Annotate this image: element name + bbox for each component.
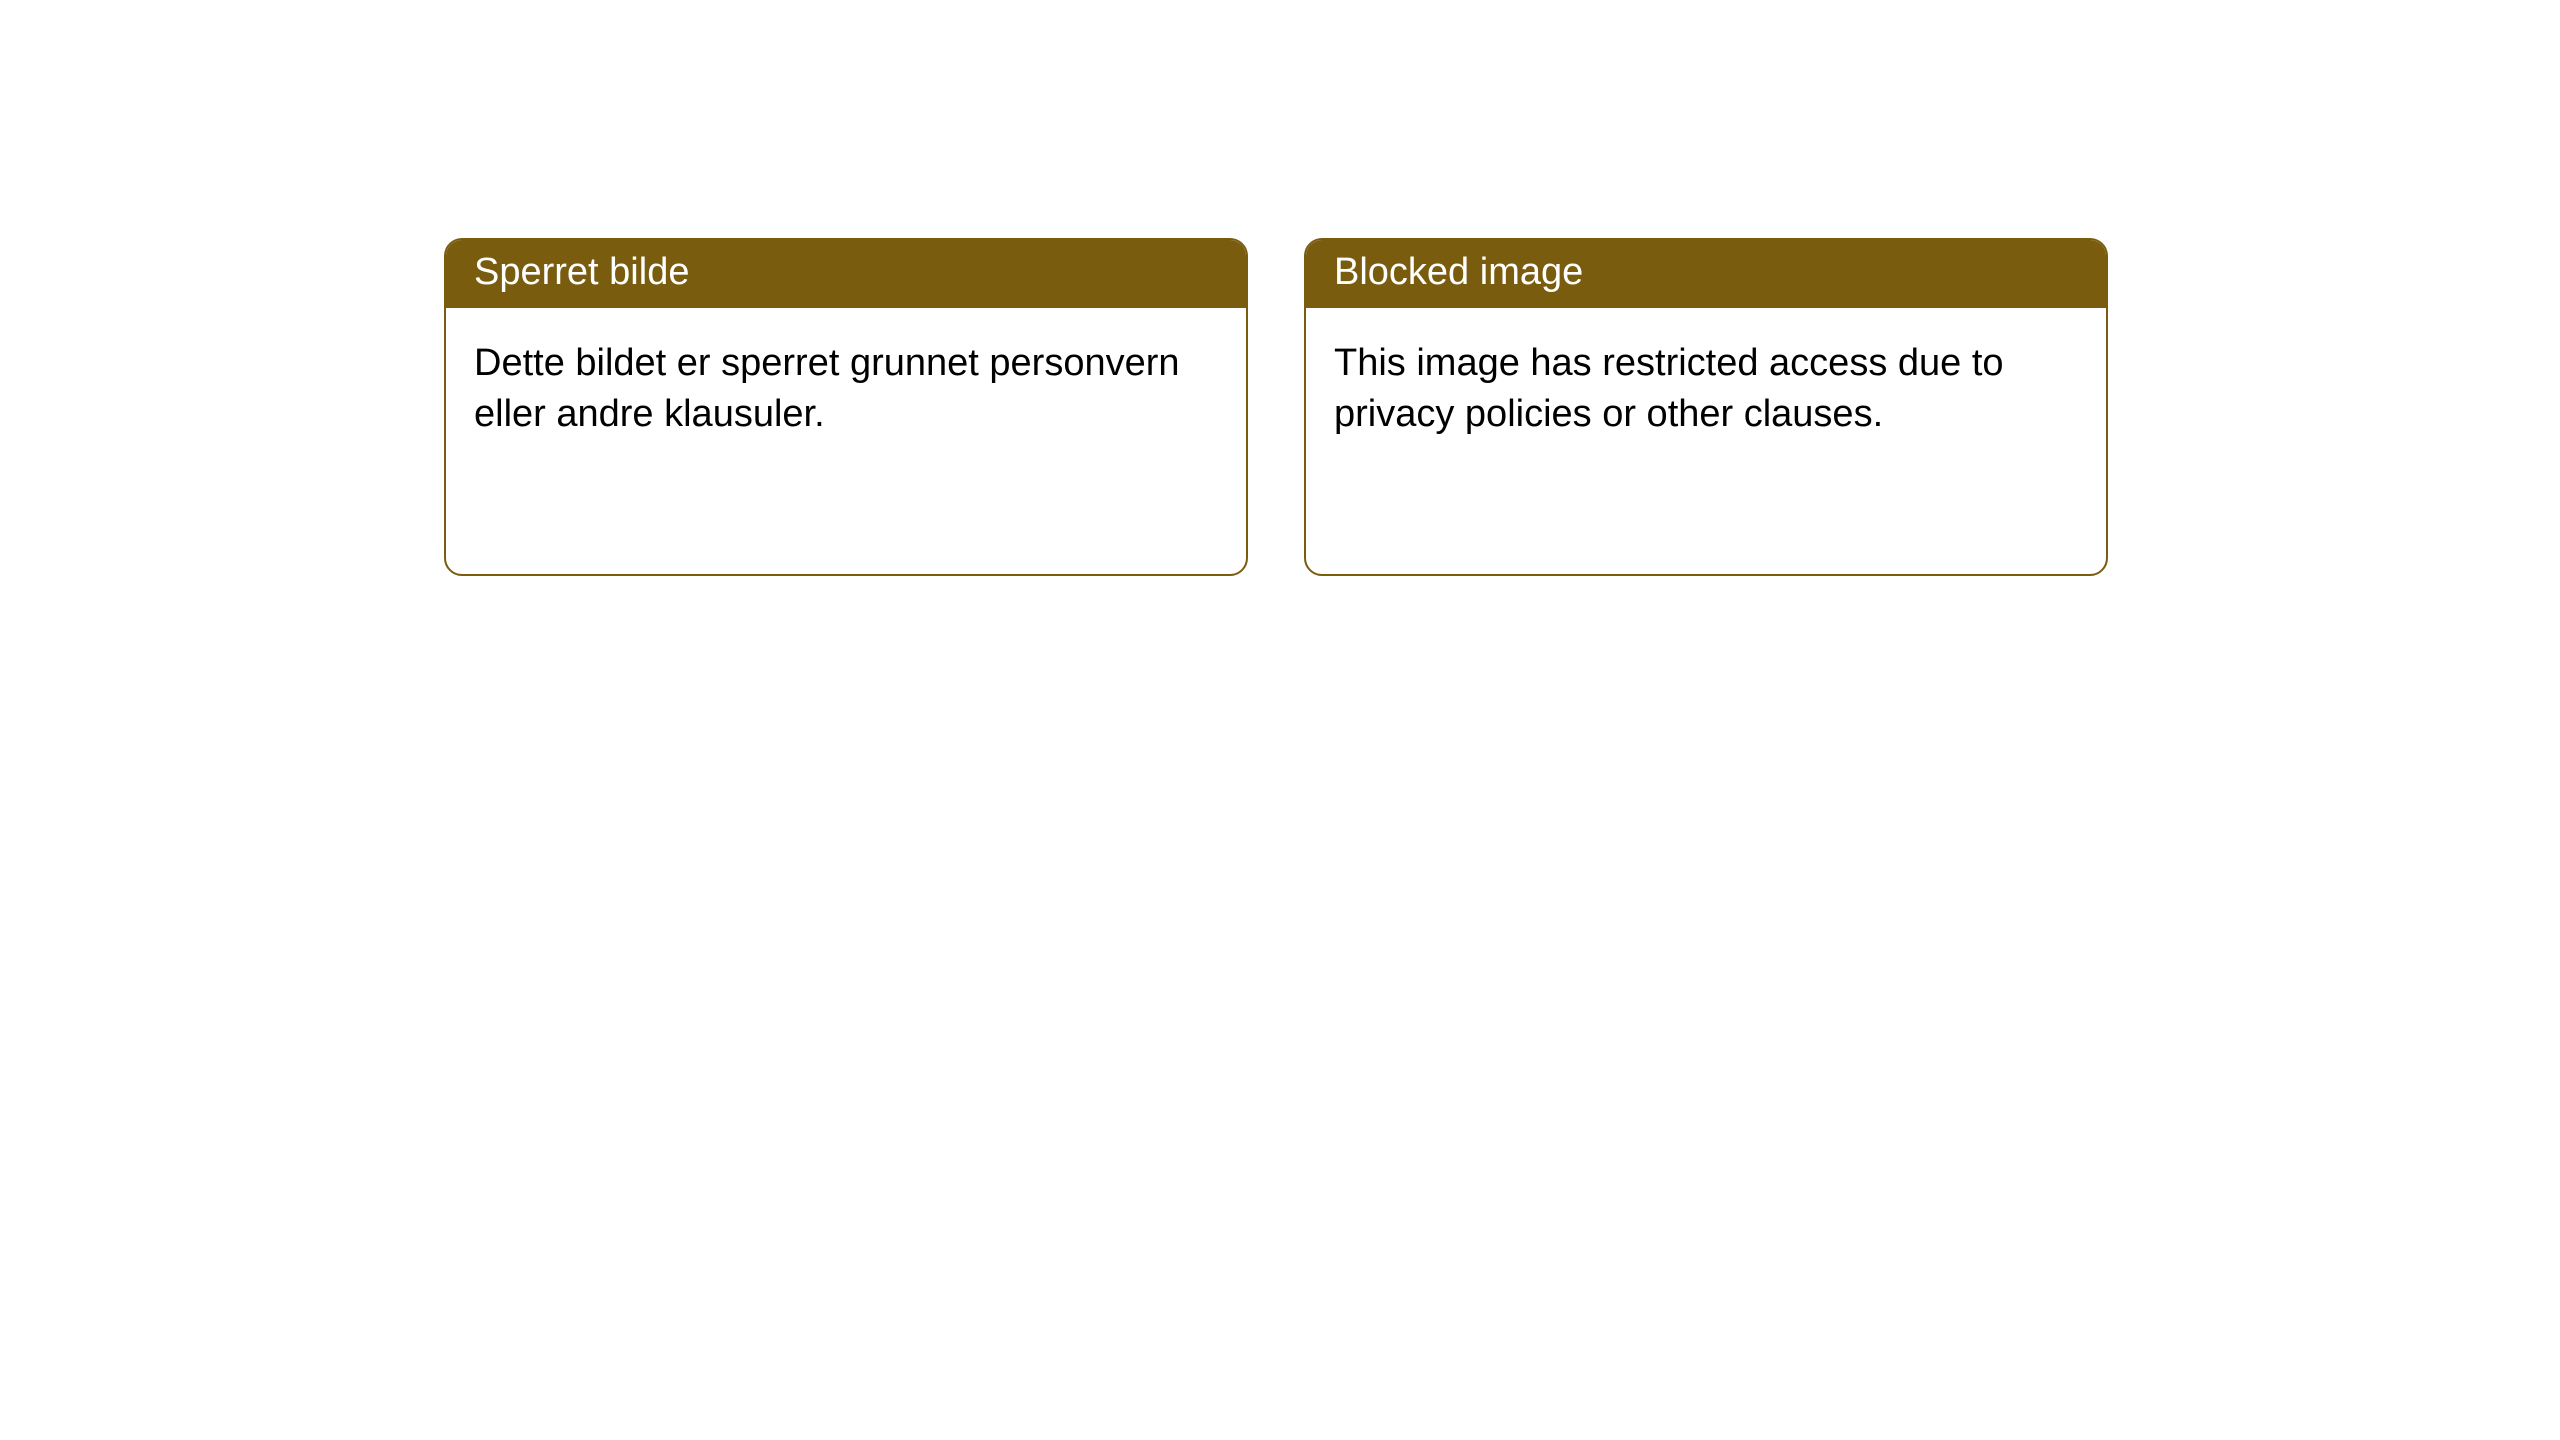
blocked-image-card-no: Sperret bilde Dette bildet er sperret gr… (444, 238, 1248, 576)
card-body-en: This image has restricted access due to … (1306, 308, 2106, 471)
card-header-en: Blocked image (1306, 240, 2106, 308)
notice-container: Sperret bilde Dette bildet er sperret gr… (444, 238, 2108, 576)
card-header-no: Sperret bilde (446, 240, 1246, 308)
card-body-no: Dette bildet er sperret grunnet personve… (446, 308, 1246, 471)
blocked-image-card-en: Blocked image This image has restricted … (1304, 238, 2108, 576)
